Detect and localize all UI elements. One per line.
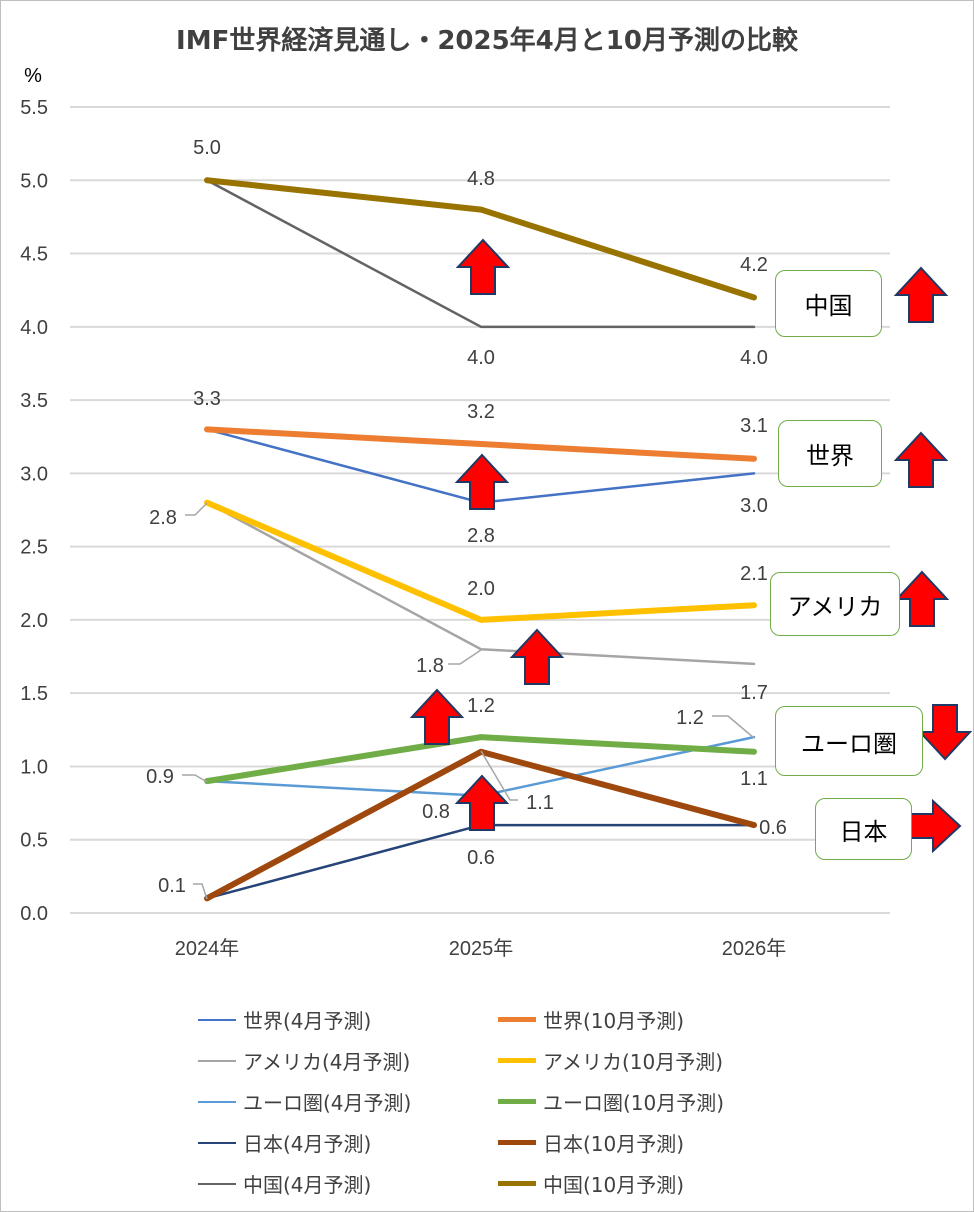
y-tick-label: 2.5	[20, 537, 48, 559]
legend-item: 中国(10月予測)	[498, 1169, 684, 1198]
data-label: 0.6	[759, 817, 787, 839]
arrow-up-icon	[454, 453, 510, 510]
data-label: 3.3	[193, 388, 221, 410]
data-label: 4.8	[467, 168, 495, 190]
data-label: 5.0	[193, 137, 221, 159]
x-tick-label: 2024年	[175, 937, 240, 960]
leader-line	[185, 502, 208, 516]
legend-swatch	[198, 1018, 236, 1021]
data-label: 2.8	[467, 525, 495, 547]
legend-label: ユーロ圏(4月予測)	[243, 1091, 412, 1115]
y-axis-label: %	[24, 65, 42, 87]
arrow-up-icon	[894, 570, 950, 627]
y-tick-label: 4.5	[20, 244, 48, 266]
legend-swatch	[498, 1181, 536, 1186]
y-tick-label: 1.5	[20, 683, 48, 705]
callout-japan: 日本	[815, 798, 912, 860]
data-label: 3.0	[740, 495, 768, 517]
series-line	[204, 499, 757, 623]
y-tick-label: 5.0	[20, 170, 48, 192]
legend-swatch	[198, 1059, 236, 1062]
data-label: 2.0	[467, 578, 495, 600]
legend-label: アメリカ(4月予測)	[243, 1050, 411, 1074]
legend-swatch	[498, 1140, 536, 1145]
data-label: 0.9	[146, 766, 174, 788]
leader-line	[448, 649, 482, 665]
data-label: 0.8	[422, 801, 450, 823]
leader-line	[480, 750, 518, 801]
legend-item: アメリカ(4月予測)	[198, 1046, 410, 1075]
y-tick-label: 4.0	[20, 317, 48, 339]
legend-swatch	[198, 1182, 236, 1185]
legend-item: 日本(4月予測)	[198, 1128, 371, 1157]
legend-label: アメリカ(10月予測)	[543, 1050, 724, 1074]
data-label: 1.2	[467, 695, 495, 717]
legend-label: ユーロ圏(10月予測)	[543, 1091, 725, 1115]
legend-item: ユーロ圏(4月予測)	[198, 1087, 411, 1116]
legend-item: 世界(4月予測)	[198, 1005, 371, 1034]
arrow-up-icon	[893, 431, 949, 488]
data-label: 4.0	[740, 347, 768, 369]
callout-eurozone: ユーロ圏	[775, 706, 923, 776]
data-label: 2.8	[149, 507, 177, 529]
data-label: 0.6	[467, 847, 495, 869]
leader-line	[712, 715, 755, 739]
data-label: 1.8	[416, 655, 444, 677]
legend-item: アメリカ(10月予測)	[498, 1046, 723, 1075]
legend-label: 日本(10月予測)	[543, 1132, 685, 1156]
data-label: 3.1	[740, 415, 768, 437]
data-label: 1.1	[740, 768, 768, 790]
series-line	[204, 734, 757, 785]
data-label: 1.1	[526, 792, 554, 814]
arrow-right-icon	[905, 798, 962, 854]
legend-swatch	[198, 1141, 236, 1144]
series-line	[204, 426, 757, 462]
callout-world: 世界	[778, 420, 882, 487]
arrow-up-icon	[454, 774, 510, 831]
legend-label: 世界(10月予測)	[543, 1009, 685, 1033]
series-line	[205, 501, 756, 666]
callout-usa: アメリカ	[770, 572, 900, 636]
series-line	[205, 179, 756, 329]
callout-china: 中国	[775, 270, 882, 337]
series-line	[204, 177, 757, 301]
legend-item: 中国(4月予測)	[198, 1169, 371, 1198]
data-label: 2.1	[740, 563, 768, 585]
legend-item: 世界(10月予測)	[498, 1005, 684, 1034]
arrow-up-icon	[509, 628, 565, 685]
legend-item: 日本(10月予測)	[498, 1128, 684, 1157]
y-tick-label: 3.0	[20, 463, 48, 485]
arrow-down-icon	[917, 704, 973, 761]
x-tick-label: 2025年	[449, 937, 514, 960]
y-tick-label: 2.0	[20, 610, 48, 632]
chart-title: IMF世界経済見通し・2025年4月と10月予測の比較	[176, 26, 798, 56]
leader-line	[182, 774, 208, 783]
data-label: 1.7	[740, 682, 768, 704]
legend-label: 日本(4月予測)	[243, 1132, 372, 1156]
legend-label: 世界(4月予測)	[243, 1009, 372, 1033]
y-tick-label: 5.5	[20, 97, 48, 119]
arrow-up-icon	[893, 266, 949, 323]
legend-swatch	[498, 1058, 536, 1063]
x-tick-label: 2026年	[722, 937, 787, 960]
arrow-up-icon	[455, 238, 511, 295]
leader-line	[193, 883, 208, 900]
arrow-up-icon	[409, 688, 465, 745]
data-label: 3.2	[467, 401, 495, 423]
legend-item: ユーロ圏(10月予測)	[498, 1087, 724, 1116]
y-tick-label: 1.0	[20, 756, 48, 778]
y-tick-label: 3.5	[20, 390, 48, 412]
legend-label: 中国(4月予測)	[243, 1173, 372, 1197]
legend-label: 中国(10月予測)	[543, 1173, 685, 1197]
data-label: 1.2	[676, 707, 704, 729]
legend-swatch	[198, 1100, 236, 1103]
y-tick-label: 0.5	[20, 830, 48, 852]
y-tick-label: 0.0	[20, 903, 48, 925]
data-label: 4.0	[467, 347, 495, 369]
data-label: 4.2	[740, 254, 768, 276]
data-label: 0.1	[158, 875, 186, 897]
legend-swatch	[498, 1017, 536, 1022]
legend-swatch	[498, 1099, 536, 1104]
